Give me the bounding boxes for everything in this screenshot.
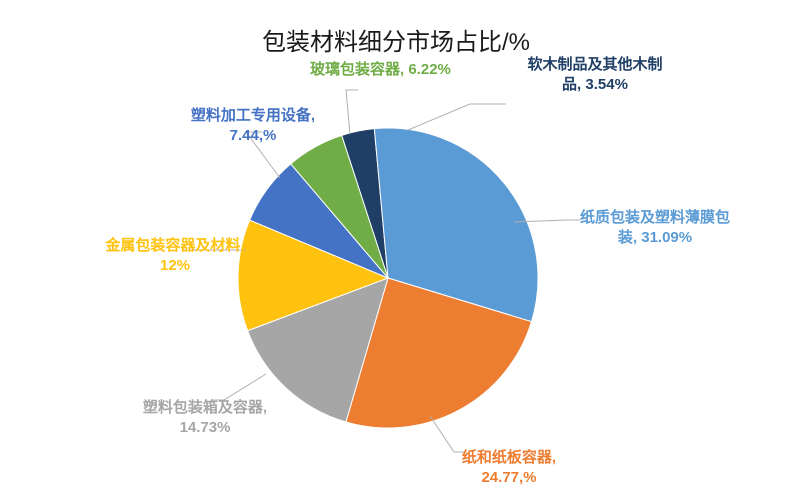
leader-line xyxy=(430,416,466,452)
slice-label: 玻璃包装容器, 6.22% xyxy=(310,60,451,80)
slice-value: 14.73% xyxy=(180,419,231,436)
slice-value: 24.77,% xyxy=(481,469,536,486)
slice-value: 6.22% xyxy=(408,61,451,78)
slice-name: 金属包装容器及材料, xyxy=(105,237,244,254)
slice-label: 塑料加工专用设备, 7.44,% xyxy=(178,106,328,145)
slice-label: 纸质包装及塑料薄膜包装, 31.09% xyxy=(580,208,730,247)
slice-value: 31.09% xyxy=(641,229,692,246)
slice-name: 玻璃包装容器, xyxy=(310,61,408,78)
slice-name: 纸和纸板容器, xyxy=(462,449,556,466)
slice-value: 7.44,% xyxy=(230,127,277,144)
slice-label: 纸和纸板容器, 24.77,% xyxy=(434,448,584,487)
slice-label: 塑料包装箱及容器, 14.73% xyxy=(130,398,280,437)
slice-name: 塑料包装箱及容器, xyxy=(143,399,267,416)
leader-line xyxy=(408,104,506,130)
pie-chart: 包装材料细分市场占比/% 软木制品及其他木制品, 3.54%纸质包装及塑料薄膜包… xyxy=(0,0,792,502)
slice-label: 金属包装容器及材料, 12% xyxy=(100,236,250,275)
slice-label: 软木制品及其他木制品, 3.54% xyxy=(520,55,670,94)
leader-line xyxy=(212,374,266,400)
slice-name: 塑料加工专用设备, xyxy=(191,107,315,124)
slice-value: 12% xyxy=(160,257,190,274)
leader-line xyxy=(346,90,358,134)
slice-value: 3.54% xyxy=(585,76,628,93)
